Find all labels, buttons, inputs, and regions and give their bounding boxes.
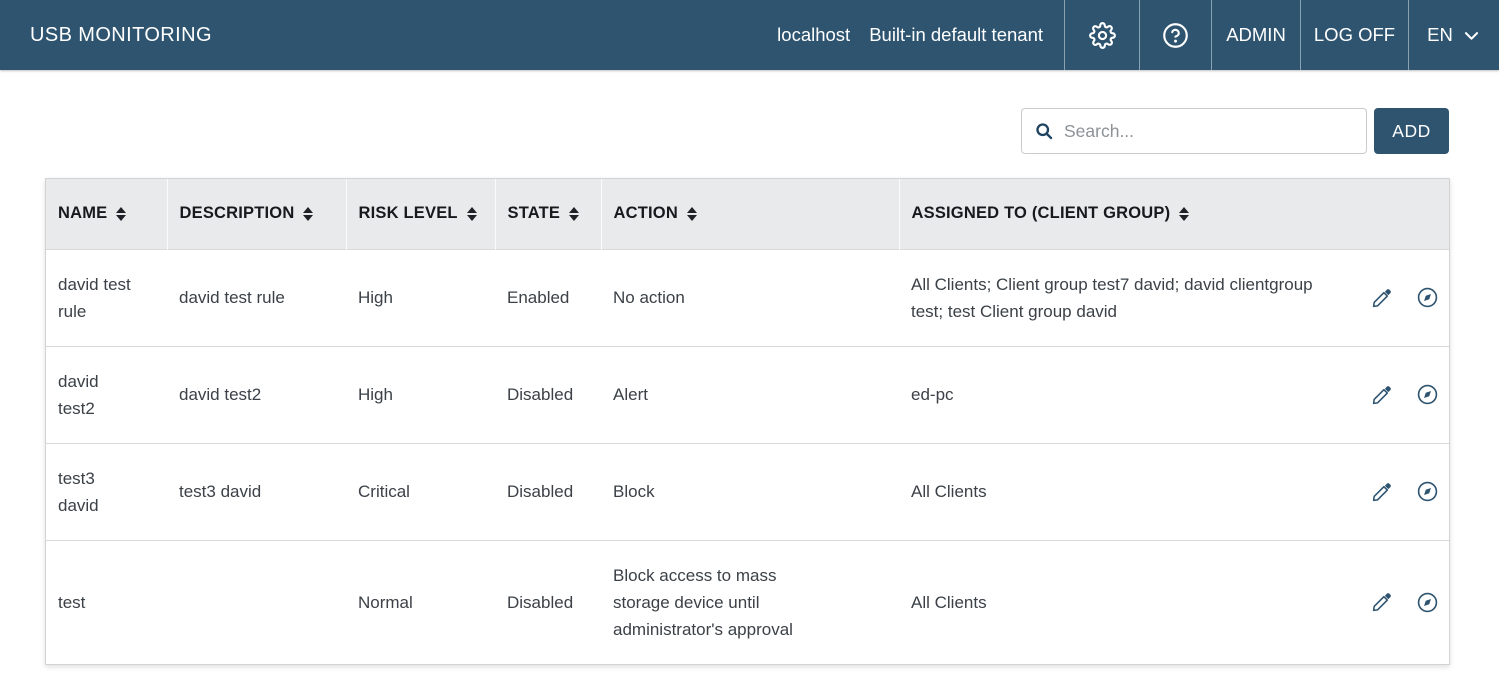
table-row: david test rule david test rule High Ena…: [46, 249, 1449, 346]
compass-icon: [1417, 481, 1438, 502]
cell-row-actions: [1361, 540, 1449, 664]
language-label: EN: [1427, 24, 1453, 45]
explore-button[interactable]: [1416, 286, 1439, 309]
compass-icon: [1417, 287, 1438, 308]
rules-table: NAME DESCRIPTION RISK LEVEL STATE: [45, 178, 1450, 665]
cell-risk-level: Normal: [358, 592, 413, 612]
edit-button[interactable]: [1371, 384, 1393, 406]
edit-button[interactable]: [1371, 287, 1393, 309]
column-header-assigned-to[interactable]: ASSIGNED TO (CLIENT GROUP): [899, 179, 1361, 249]
cell-assigned-to: All Clients; Client group test7 david; d…: [911, 274, 1313, 321]
cell-row-actions: [1361, 346, 1449, 443]
cell-state: Disabled: [507, 482, 574, 501]
admin-menu[interactable]: ADMIN: [1211, 0, 1300, 70]
column-header-state[interactable]: STATE: [495, 179, 602, 249]
column-header-risk-level[interactable]: RISK LEVEL: [346, 179, 496, 249]
cell-description: david test rule: [179, 288, 285, 307]
column-header-label: RISK LEVEL: [358, 204, 458, 223]
column-header-label: ASSIGNED TO (CLIENT GROUP): [911, 204, 1171, 223]
cell-state: Disabled: [507, 385, 574, 404]
compass-icon: [1417, 384, 1438, 405]
top-bar: USB MONITORING localhost Built-in defaul…: [0, 0, 1499, 70]
pencil-icon: [1372, 482, 1391, 501]
cell-name: david test rule: [58, 274, 131, 321]
pencil-icon: [1372, 288, 1391, 307]
host-label: localhost: [777, 24, 851, 45]
cell-action: Block: [613, 482, 655, 501]
cell-assigned-to: All Clients: [911, 482, 987, 501]
sort-icon: [303, 206, 314, 221]
explore-button[interactable]: [1416, 591, 1439, 614]
help-circle-icon: [1163, 22, 1188, 48]
table-row: david test2 david test2 High Disabled Al…: [46, 346, 1449, 443]
pencil-icon: [1372, 385, 1391, 404]
column-header-label: ACTION: [613, 204, 678, 223]
column-header-description[interactable]: DESCRIPTION: [167, 179, 347, 249]
edit-button[interactable]: [1371, 591, 1393, 613]
cell-description: david test2: [179, 385, 262, 404]
column-header-label: NAME: [58, 204, 108, 223]
cell-name: test3 david: [58, 468, 99, 515]
column-header-actions: [1361, 179, 1449, 249]
edit-button[interactable]: [1371, 481, 1393, 503]
page-title: USB MONITORING: [30, 23, 212, 46]
column-header-label: DESCRIPTION: [179, 204, 295, 223]
column-header-action[interactable]: ACTION: [601, 179, 900, 249]
table-header-row: NAME DESCRIPTION RISK LEVEL STATE: [46, 179, 1449, 249]
logoff-button[interactable]: LOG OFF: [1300, 0, 1408, 70]
cell-state: Enabled: [507, 288, 570, 307]
gear-icon: [1088, 21, 1116, 49]
cell-assigned-to: All Clients: [911, 592, 987, 612]
sort-icon: [686, 206, 697, 221]
cell-name: test: [58, 592, 86, 612]
cell-row-actions: [1361, 443, 1449, 540]
cell-assigned-to: ed-pc: [911, 385, 954, 404]
column-header-name[interactable]: NAME: [46, 179, 168, 249]
chevron-down-icon: [1464, 31, 1478, 40]
help-button[interactable]: [1139, 0, 1211, 70]
cell-row-actions: [1361, 249, 1449, 346]
cell-state: Disabled: [507, 592, 574, 612]
sort-icon: [569, 206, 580, 221]
cell-description: [167, 540, 346, 664]
pencil-icon: [1372, 593, 1391, 612]
sort-icon: [116, 206, 127, 221]
toolbar: ADD: [0, 108, 1499, 154]
search-icon: [1036, 123, 1053, 140]
compass-icon: [1417, 592, 1438, 612]
table-row: test3 david test3 david Critical Disable…: [46, 443, 1449, 540]
settings-button[interactable]: [1064, 0, 1139, 70]
tenant-label: Built-in default tenant: [869, 24, 1043, 45]
cell-action: No action: [613, 288, 685, 307]
topbar-right-group: localhost Built-in default tenant ADMIN …: [777, 0, 1499, 70]
add-button[interactable]: ADD: [1374, 108, 1449, 154]
cell-action: Block access to mass storage device unti…: [613, 565, 793, 639]
column-header-label: STATE: [507, 204, 561, 223]
cell-risk-level: Critical: [358, 482, 410, 501]
search-box: [1021, 108, 1367, 154]
cell-action: Alert: [613, 385, 648, 404]
cell-risk-level: High: [358, 288, 393, 307]
sort-icon: [1179, 206, 1190, 221]
language-selector[interactable]: EN: [1408, 0, 1499, 70]
cell-risk-level: High: [358, 385, 393, 404]
cell-description: test3 david: [179, 482, 262, 501]
topbar-spacer: [212, 0, 777, 70]
explore-button[interactable]: [1416, 480, 1439, 503]
search-input[interactable]: [1064, 120, 1354, 142]
explore-button[interactable]: [1416, 383, 1439, 406]
cell-name: david test2: [58, 371, 99, 418]
sort-icon: [466, 206, 477, 221]
table-row: test Normal Disabled Block access to mas…: [46, 540, 1449, 664]
